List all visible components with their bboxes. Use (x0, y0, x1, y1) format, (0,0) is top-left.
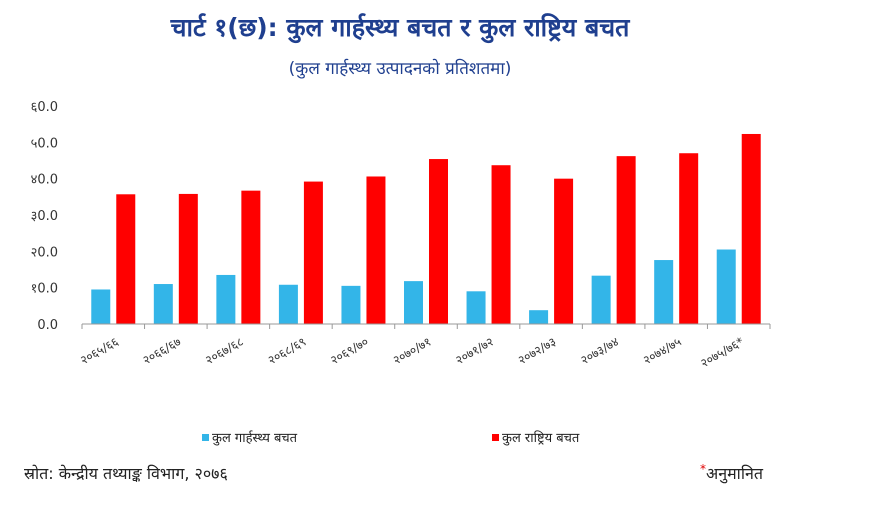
bar-chart: 0.0 १0.0 २0.0 ३0.0 ४0.0 ५0.0 ६0.0 २०६५/६६ २०६६/६… (31, 100, 771, 370)
bar-national-savings (491, 165, 511, 324)
bar-national-savings (741, 133, 761, 324)
estimate-label: अनुमानित (706, 464, 763, 483)
bar-domestic-savings (591, 275, 611, 324)
bar-domestic-savings (153, 284, 173, 324)
legend-label-national: कुल राष्ट्रिय बचत (502, 431, 580, 446)
legend-label-domestic: कुल गार्हस्थ्य बचत (212, 431, 298, 446)
x-tick-label: २०६९/७० (328, 334, 371, 367)
x-tick-label: २०६७/६८ (203, 334, 246, 367)
bar-domestic-savings (529, 310, 549, 324)
source-note: स्रोत: केन्द्रीय तथ्याङ्क विभाग, २०७६ (24, 464, 228, 483)
y-tick-label: ५0.0 (31, 136, 58, 151)
bar-national-savings (178, 193, 198, 324)
bar-domestic-savings (278, 284, 298, 324)
x-tick-label: २०६६/६७ (140, 334, 183, 367)
chart-subtitle: (कुल गार्हस्थ्य उत्पादनको प्रतिशतमा) (288, 59, 512, 79)
bar-domestic-savings (341, 285, 361, 324)
x-tick-label: २०७५/७६* (698, 334, 746, 370)
y-tick-label: ६0.0 (31, 100, 58, 115)
bar-national-savings (679, 153, 699, 324)
legend-item-national-savings: कुल राष्ट्रिय बचत (492, 428, 579, 446)
x-tick-label: २०६८/६९ (265, 334, 308, 367)
x-tick-label: २०७३/७४ (578, 334, 621, 367)
legend-swatch-national (492, 433, 499, 441)
bar-national-savings (366, 176, 386, 324)
x-tick-label: २०६५/६६ (78, 334, 121, 367)
bar-domestic-savings (91, 289, 111, 324)
bar-national-savings (429, 159, 448, 324)
y-tick-label: ४0.0 (31, 173, 58, 188)
bar-national-savings (241, 190, 261, 324)
x-tick-label: २०७१/७२ (453, 334, 496, 367)
bar-domestic-savings (716, 249, 736, 324)
bar-domestic-savings (404, 281, 423, 324)
legend-item-domestic-savings: कुल गार्हस्थ्य बचत (202, 428, 297, 446)
bar-national-savings (303, 181, 323, 324)
x-tick-label: २०७०/७१ (391, 334, 434, 367)
legend-swatch-domestic (202, 433, 209, 441)
y-tick-label: १0.0 (31, 282, 58, 297)
bar-domestic-savings (216, 274, 236, 324)
bar-national-savings (116, 194, 136, 324)
bar-national-savings (554, 178, 574, 324)
x-tick-label: २०७४/७५ (641, 334, 684, 367)
bar-national-savings (616, 156, 636, 324)
y-tick-label: २0.0 (31, 245, 58, 260)
bar-domestic-savings (654, 260, 674, 324)
x-tick-label: २०७२/७३ (516, 334, 559, 367)
y-tick-label: 0.0 (37, 318, 58, 333)
estimate-note: *अनुमानित (700, 462, 763, 484)
estimate-asterisk: * (700, 462, 706, 476)
bar-domestic-savings (466, 291, 486, 324)
chart-title: चार्ट १(छ): कुल गार्हस्थ्य बचत र कुल राष… (170, 13, 630, 42)
y-tick-label: ३0.0 (31, 209, 58, 224)
